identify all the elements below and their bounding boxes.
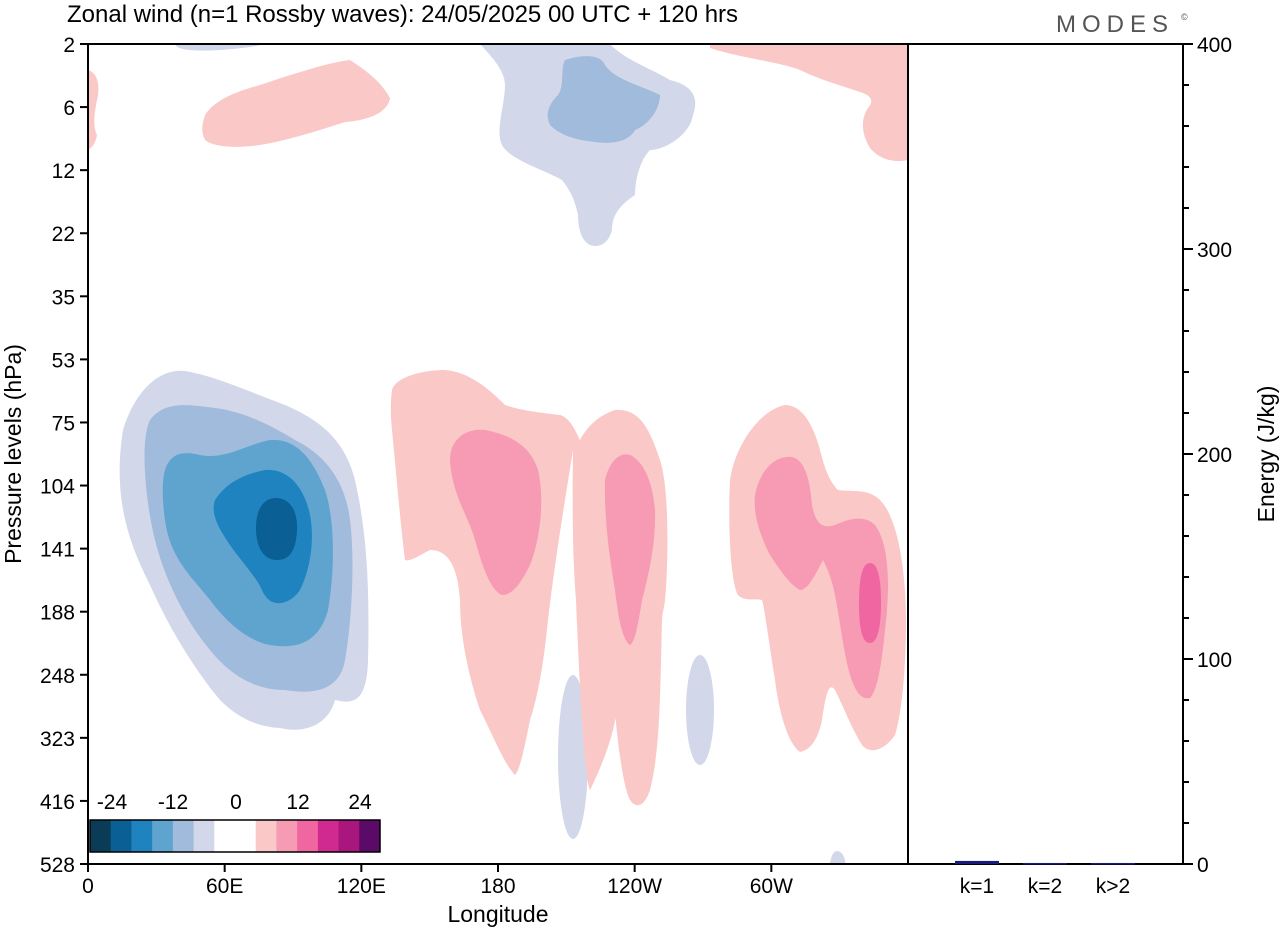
colorbar-swatch: [172, 820, 195, 852]
colorbar-swatch: [152, 820, 174, 852]
y-tick-label: 248: [40, 665, 75, 688]
y-tick-label: 141: [40, 539, 75, 562]
x-tick-label: 180: [480, 875, 515, 898]
energy-bars: k=1 k=2 k>2: [955, 860, 1135, 898]
energy-axis: 0 100 200 300 400: [1183, 34, 1232, 877]
colorbar-label: 12: [286, 791, 309, 814]
brand-mark: ©: [1181, 12, 1188, 22]
x-axis-title: Longitude: [447, 901, 548, 927]
contour-positive-level-3: [859, 563, 881, 643]
y-axis: 2 6 12 22 35 53 75 104 141 188 248 323 416 528: [40, 34, 88, 877]
colorbar-label: 0: [230, 791, 242, 814]
chart-title: Zonal wind (n=1 Rossby waves): 24/05/202…: [67, 1, 738, 28]
contour-negative-level-7: [256, 498, 298, 560]
colorbar-swatch: [297, 820, 319, 852]
y-tick-label: 12: [52, 160, 75, 183]
contour-positive-level-2c: [754, 456, 888, 699]
colorbar-label: 24: [348, 791, 372, 814]
y-tick-label: 6: [63, 97, 75, 120]
colorbar-swatch: [110, 820, 132, 852]
colorbar-swatch: [255, 820, 277, 852]
energy-category-label: k>2: [1096, 875, 1130, 898]
y-tick-label: 75: [52, 412, 75, 435]
energy-axis-title: Energy (J/kg): [1253, 386, 1279, 523]
energy-tick-label: 300: [1197, 239, 1232, 262]
y-tick-label: 53: [52, 349, 75, 372]
y-tick-label: 2: [63, 34, 75, 57]
y-tick-label: 104: [40, 476, 75, 499]
contour-negative-low-1: [558, 675, 588, 839]
colorbar-swatch: [317, 820, 340, 852]
contour-positive-upper-3: [710, 44, 908, 162]
contour-negative-low-3: [830, 851, 846, 863]
colorbar-swatch: [214, 820, 236, 852]
colorbar-swatch: [359, 820, 381, 852]
contour-positive-level-2a: [450, 429, 542, 595]
x-tick-label: 120W: [607, 875, 662, 898]
contour-negative-upper-core: [547, 56, 660, 143]
contour-positive-upper-1: [202, 60, 390, 147]
energy-tick-label: 400: [1197, 34, 1232, 57]
colorbar-swatch: [131, 820, 153, 852]
y-axis-title: Pressure levels (hPa): [0, 344, 26, 564]
contour-negative-low-2: [686, 655, 714, 765]
energy-tick-label: 0: [1197, 854, 1209, 877]
x-tick-label: 0: [82, 875, 94, 898]
contour-plot: [88, 44, 908, 863]
energy-category-label: k=1: [960, 875, 994, 898]
energy-tick-label: 200: [1197, 444, 1232, 467]
colorbar-swatch: [90, 820, 112, 852]
y-tick-label: 22: [52, 223, 75, 246]
y-tick-label: 35: [52, 286, 75, 309]
x-tick-label: 60E: [206, 875, 243, 898]
energy-bar: [1023, 862, 1067, 865]
brand-logo: MODES: [1056, 11, 1174, 38]
colorbar-swatch: [235, 820, 257, 852]
contour-positive-level-2b: [604, 454, 656, 645]
energy-bar: [1091, 862, 1135, 865]
colorbar-frame: [89, 819, 381, 853]
y-tick-label: 416: [40, 791, 75, 814]
colorbar-label: -24: [97, 791, 128, 814]
energy-bar: [955, 860, 999, 864]
colorbar: -24 -12 0 12 24: [89, 791, 381, 853]
x-tick-label: 60W: [750, 875, 793, 898]
y-tick-label: 323: [40, 728, 75, 751]
y-tick-label: 188: [40, 602, 75, 625]
colorbar-swatch: [276, 820, 298, 852]
y-tick-label: 528: [40, 854, 75, 877]
x-tick-label: 120E: [337, 875, 386, 898]
energy-tick-label: 100: [1197, 649, 1232, 672]
colorbar-swatch: [338, 820, 360, 852]
contour-negative-top-edge: [175, 44, 265, 51]
energy-category-label: k=2: [1028, 875, 1062, 898]
contour-positive-upper-2: [88, 70, 99, 150]
colorbar-label: -12: [158, 791, 188, 814]
x-axis: 0 60E 120E 180 120W 60W: [82, 864, 793, 898]
colorbar-swatch: [193, 820, 215, 852]
